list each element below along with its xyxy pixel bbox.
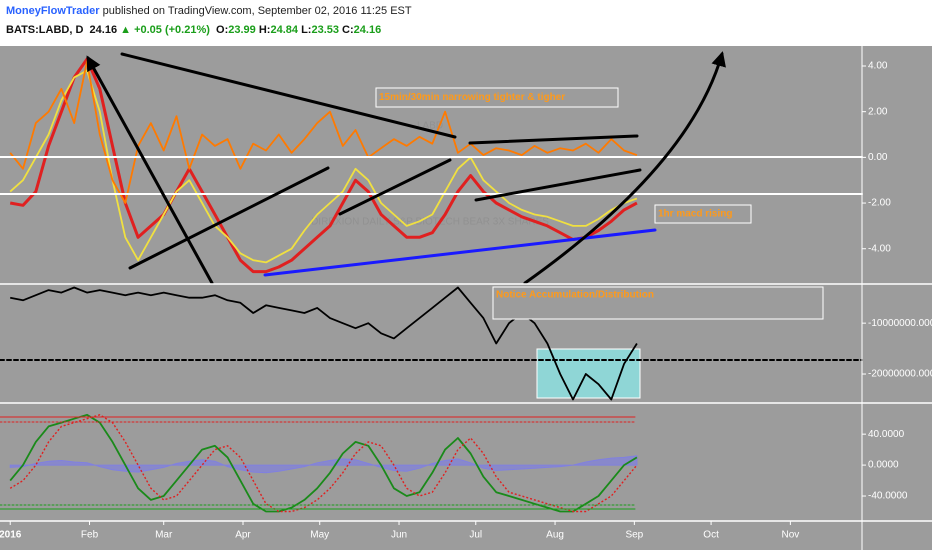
indicator-line [9,413,638,513]
y-tick-label: -10000000.0000 [868,318,932,329]
o-label: O: [216,24,229,36]
trendline [263,228,657,277]
macd-line [9,60,638,204]
close: 24.16 [353,24,382,36]
symbol: BATS:LABD, D [6,24,84,36]
author[interactable]: MoneyFlowTrader [6,5,100,17]
high: 24.84 [270,24,298,36]
y-tick-label: -40.0000 [868,491,908,502]
y-tick-label: 40.0000 [868,429,905,440]
trendline [338,158,452,216]
y-tick-label: -4.00 [868,243,891,254]
x-tick-label: 2016 [0,530,22,541]
x-tick-label: Aug [546,530,564,541]
trendline [128,166,330,270]
arrow [86,55,214,285]
indicator-line [10,286,638,401]
annotation-box [492,286,824,320]
macd-line [9,69,638,264]
annotation-box [654,204,752,224]
x-tick-label: Jun [391,530,407,541]
y-tick-label: 4.00 [868,61,888,72]
x-tick-label: Sep [625,530,643,541]
highlight-box [536,348,641,399]
symbol-line: BATS:LABD, D 24.16 ▲ +0.05 (+0.21%) O:23… [6,24,381,36]
h-label: H: [258,24,271,36]
header: MoneyFlowTrader published on TradingView… [0,0,932,46]
c-label: C: [342,24,354,36]
trendline [468,134,639,145]
x-tick-label: Nov [781,530,799,541]
publish-line: MoneyFlowTrader published on TradingView… [6,5,412,17]
chart: LABD DIREXION DAILY S&P BIOTECH BEAR 3X S… [0,46,932,550]
annotation-box [375,87,619,108]
y-tick-label: 2.00 [868,106,888,117]
x-tick-label: Oct [703,530,719,541]
last: 24.16 [89,24,118,36]
trendline [120,52,457,139]
arrow [523,51,726,285]
y-tick-label: 0.0000 [868,460,899,471]
plots: LABD DIREXION DAILY S&P BIOTECH BEAR 3X S… [0,57,932,541]
macd-line [9,57,638,274]
axis-background [862,46,932,550]
y-tick-label: 0.00 [868,152,888,163]
x-tick-label: Mar [155,530,173,541]
published: published on TradingView.com, September … [102,5,412,17]
x-tick-label: May [310,530,329,541]
y-tick-label: -20000000.0000 [868,369,932,380]
low: 23.53 [311,24,339,36]
drawings [0,46,932,550]
trendline [474,168,642,202]
watermark: DIREXION DAILY S&P BIOTECH BEAR 3X SHARE… [311,217,549,228]
x-tick-label: Apr [235,530,251,541]
watermark: LABD [417,121,443,132]
x-tick-label: Feb [81,530,99,541]
annotation: 15min/30min narrowing tighter & tigher [379,92,565,103]
open: 23.99 [228,24,256,36]
l-label: L: [301,24,312,36]
annotation: Notice Accumulation/Distribution [496,290,654,301]
indicator-line [9,414,638,513]
area [9,455,638,474]
drawings-under [536,348,641,399]
annotation: 1hr macd rising [658,209,732,220]
change: ▲ +0.05 (+0.21%) [120,24,210,36]
x-tick-label: Jul [469,530,482,541]
y-tick-label: -2.00 [868,198,891,209]
